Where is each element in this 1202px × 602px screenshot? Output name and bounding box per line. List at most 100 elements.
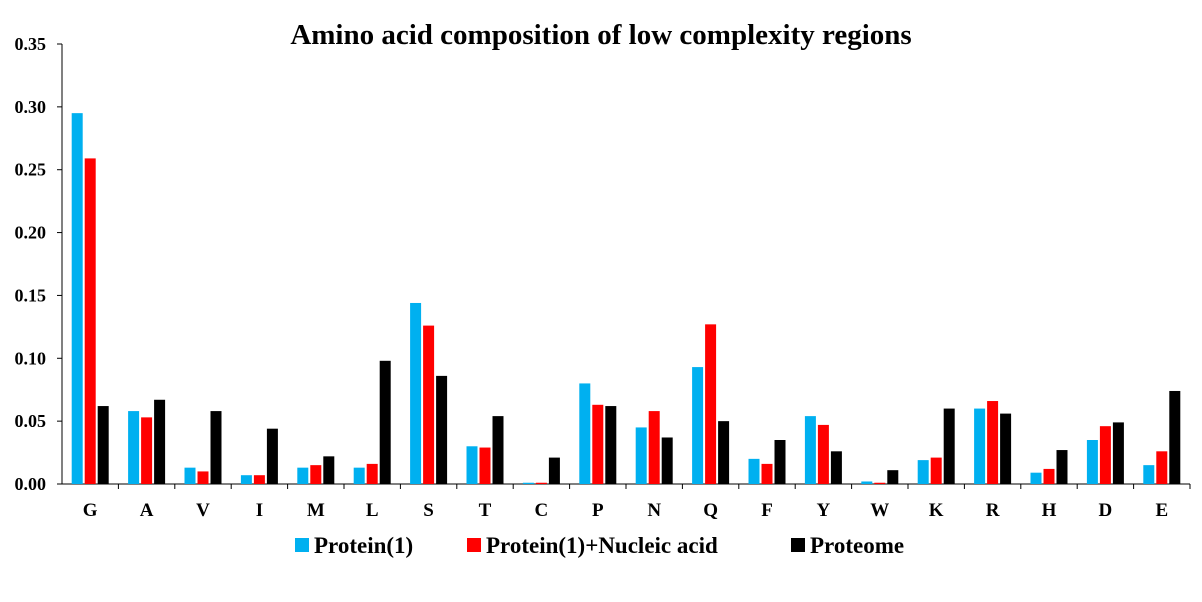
x-tick-label: P [592,500,604,521]
bar-protein-1-H [1030,472,1042,484]
bar-protein-1-nucleic-acid-F [761,463,773,484]
bar-protein-1-S [410,302,422,484]
legend-swatch [467,538,481,552]
bar-protein-1-N [635,427,647,484]
y-tick-label: 0.05 [15,411,47,431]
bar-protein-1-nucleic-acid-T [479,447,491,484]
x-tick-label: E [1155,500,1168,521]
bar-protein-1-nucleic-acid-V [197,471,209,484]
y-tick-label: 0.30 [15,97,47,117]
bar-protein-1-T [466,446,478,484]
bar-proteome-N [661,437,673,484]
y-tick-label: 0.15 [15,285,47,305]
bar-proteome-M [323,456,335,484]
bar-protein-1-D [1086,440,1098,484]
bar-proteome-H [1056,450,1068,484]
bar-protein-1-nucleic-acid-H [1043,468,1055,484]
bar-protein-1-K [917,460,929,484]
bar-proteome-T [492,416,504,484]
bar-protein-1-nucleic-acid-M [310,465,322,484]
x-tick-label: C [535,500,549,521]
y-axis: 0.00 0.05 0.10 0.15 0.20 0.25 0.30 0.35 [15,34,63,494]
bar-proteome-L [379,360,391,484]
bar-protein-1-nucleic-acid-W [874,482,886,484]
x-tick-label: V [196,500,210,521]
y-tick-label: 0.35 [15,34,47,54]
bar-proteome-A [154,399,166,484]
bar-proteome-Y [830,451,842,484]
x-tick-label: L [366,500,379,521]
bar-protein-1-nucleic-acid-L [366,463,378,484]
x-tick-label: G [83,500,98,521]
bar-protein-1-nucleic-acid-G [84,158,96,484]
bar-protein-1-nucleic-acid-S [423,325,435,484]
bar-protein-1-A [128,411,140,484]
bar-protein-1-V [184,467,196,484]
y-tick-label: 0.10 [15,348,47,368]
bar-proteome-V [210,411,222,484]
x-tick-label: F [761,500,773,521]
bar-proteome-F [774,440,786,484]
bar-proteome-E [1169,390,1181,484]
x-tick-label: K [929,500,944,521]
bar-proteome-R [1000,413,1012,484]
bar-protein-1-Y [804,416,816,484]
bar-protein-1-nucleic-acid-C [535,482,547,484]
bar-proteome-G [97,406,109,484]
bar-protein-1-nucleic-acid-Q [705,324,717,484]
bar-protein-1-nucleic-acid-I [253,475,265,484]
x-tick-label: T [479,500,492,521]
bar-protein-1-nucleic-acid-N [648,411,660,484]
bar-protein-1-nucleic-acid-R [987,401,999,484]
y-tick-label: 0.25 [15,160,47,180]
x-tick-label: Q [703,500,718,521]
x-tick-label: N [647,500,661,521]
bar-proteome-C [548,457,560,484]
legend-label: Protein(1) [314,533,413,558]
x-tick-label: R [986,500,1000,521]
x-tick-label: A [140,500,154,521]
bar-protein-1-nucleic-acid-P [592,404,604,484]
bar-protein-1-nucleic-acid-A [141,417,153,484]
bar-protein-1-G [71,113,83,485]
bar-protein-1-I [240,475,252,484]
x-tick-label: M [307,500,325,521]
chart-title: Amino acid composition of low complexity… [290,19,911,51]
legend-swatch [295,538,309,552]
bar-proteome-Q [718,421,730,484]
x-tick-label: W [870,500,889,521]
bar-proteome-S [436,375,448,484]
bar-protein-1-nucleic-acid-K [930,457,942,484]
x-tick-label: D [1099,500,1113,521]
bar-protein-1-nucleic-acid-E [1156,451,1168,484]
x-tick-label: S [423,500,434,521]
legend-swatch [791,538,805,552]
bar-protein-1-R [974,408,986,484]
bar-protein-1-nucleic-acid-D [1099,426,1111,484]
x-tick-label: Y [817,500,831,521]
legend-label: Protein(1)+Nucleic acid [486,533,718,558]
bar-protein-1-M [297,467,309,484]
x-tick-label: I [256,500,263,521]
bar-proteome-D [1112,422,1124,484]
bar-protein-1-L [353,467,365,484]
legend: Protein(1) Protein(1)+Nucleic acid Proteom… [295,533,904,558]
bar-protein-1-P [579,383,591,484]
bars [71,113,1181,485]
bar-protein-1-Q [692,367,704,484]
bar-protein-1-F [748,458,760,484]
bar-protein-1-E [1143,465,1155,484]
bar-proteome-I [266,428,278,484]
bar-protein-1-W [861,481,873,484]
x-tick-label: H [1042,500,1057,521]
y-tick-label: 0.20 [15,223,47,243]
bar-protein-1-nucleic-acid-Y [817,424,829,484]
bar-protein-1-C [522,482,534,484]
y-tick-label: 0.00 [15,474,47,494]
bar-proteome-W [887,470,899,484]
bar-proteome-P [605,406,617,484]
bar-proteome-K [943,408,955,484]
legend-label: Proteome [810,533,904,558]
